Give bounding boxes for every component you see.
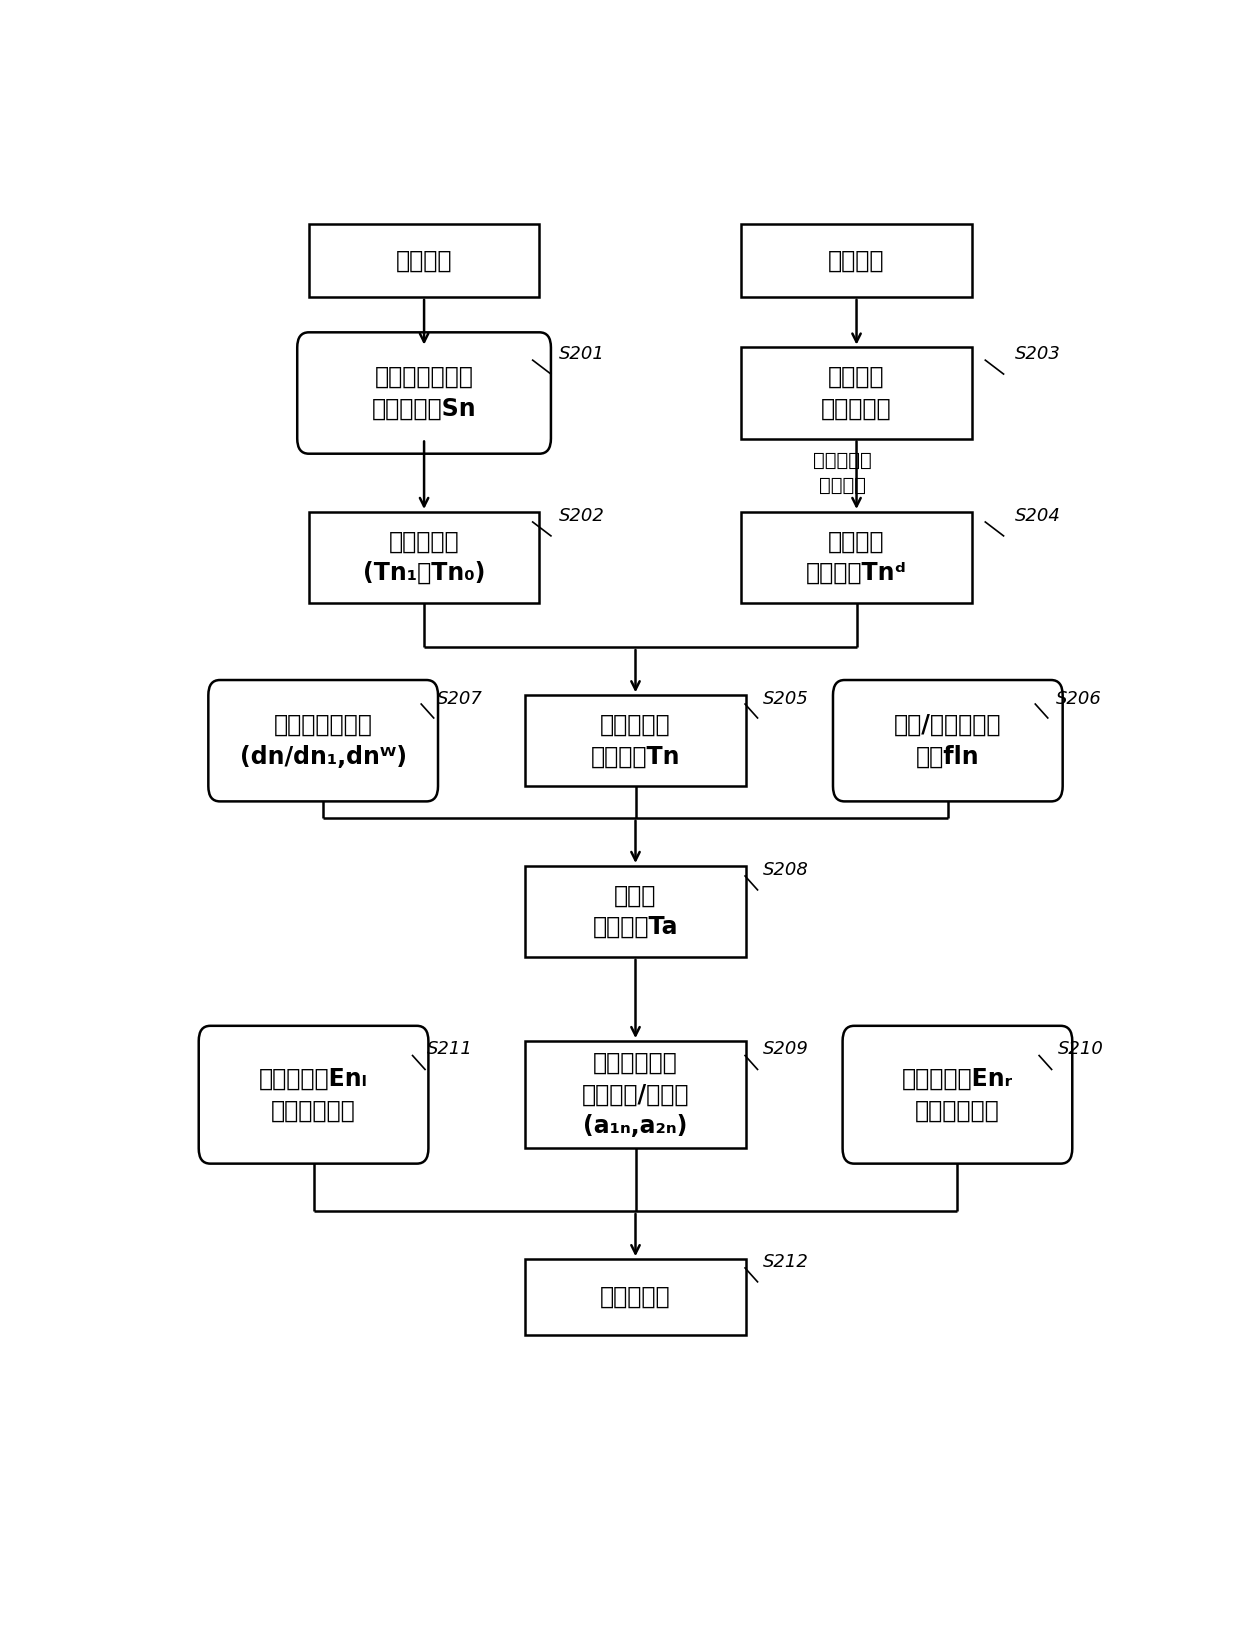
FancyBboxPatch shape xyxy=(198,1026,428,1164)
Text: S212: S212 xyxy=(764,1253,810,1271)
Text: S206: S206 xyxy=(1055,690,1101,708)
Text: S201: S201 xyxy=(558,345,604,363)
FancyBboxPatch shape xyxy=(742,512,972,603)
Text: S204: S204 xyxy=(1016,507,1061,525)
FancyBboxPatch shape xyxy=(525,1259,746,1335)
Text: 天线的
传输矩阵Ta: 天线的 传输矩阵Ta xyxy=(593,883,678,939)
Text: 单个开口单元
等效输入/出比例
(a₁ₙ,a₂ₙ): 单个开口单元 等效输入/出比例 (a₁ₙ,a₂ₙ) xyxy=(582,1051,689,1138)
Text: 缝隙的等效
传输矩阵Tn: 缝隙的等效 传输矩阵Tn xyxy=(590,713,681,768)
FancyBboxPatch shape xyxy=(525,695,746,787)
Text: S210: S210 xyxy=(1058,1039,1104,1057)
Text: 总传输矩阵
(Tn₁、Tn₀): 总传输矩阵 (Tn₁、Tn₀) xyxy=(363,530,485,585)
FancyBboxPatch shape xyxy=(525,865,746,957)
Text: S211: S211 xyxy=(427,1039,472,1057)
FancyBboxPatch shape xyxy=(309,512,539,603)
Text: 波导等效
传输线模型: 波导等效 传输线模型 xyxy=(821,365,892,420)
Text: S207: S207 xyxy=(436,690,482,708)
FancyBboxPatch shape xyxy=(309,223,539,297)
FancyBboxPatch shape xyxy=(298,332,551,453)
Text: 单缝方向图Enᵣ
（右端激励）: 单缝方向图Enᵣ （右端激励） xyxy=(901,1067,1013,1123)
Text: 天线方向图: 天线方向图 xyxy=(600,1286,671,1309)
Text: 传输线等效
理论计算: 传输线等效 理论计算 xyxy=(812,450,872,494)
Text: S202: S202 xyxy=(558,507,604,525)
FancyBboxPatch shape xyxy=(833,680,1063,801)
Text: S205: S205 xyxy=(764,690,810,708)
FancyBboxPatch shape xyxy=(208,680,438,801)
Text: 排列与组合方式
(dn/dn₁,dnᵂ): 排列与组合方式 (dn/dn₁,dnᵂ) xyxy=(239,713,407,768)
FancyBboxPatch shape xyxy=(525,1041,746,1148)
Text: 无缝波导: 无缝波导 xyxy=(828,248,885,273)
Text: 二端口测试获取
总散射参量Sn: 二端口测试获取 总散射参量Sn xyxy=(372,365,476,420)
Text: S208: S208 xyxy=(764,860,810,878)
FancyBboxPatch shape xyxy=(742,348,972,438)
FancyBboxPatch shape xyxy=(742,223,972,297)
FancyBboxPatch shape xyxy=(843,1026,1073,1164)
Text: S203: S203 xyxy=(1016,345,1061,363)
Text: S209: S209 xyxy=(764,1039,810,1057)
Text: 导通/截止的波控
编码fln: 导通/截止的波控 编码fln xyxy=(894,713,1002,768)
Text: 无缝波导
传输矩阵Tnᵈ: 无缝波导 传输矩阵Tnᵈ xyxy=(806,530,906,585)
Text: 单缝波导: 单缝波导 xyxy=(396,248,453,273)
Text: 单缝方向图Enₗ
（左端激励）: 单缝方向图Enₗ （左端激励） xyxy=(259,1067,368,1123)
